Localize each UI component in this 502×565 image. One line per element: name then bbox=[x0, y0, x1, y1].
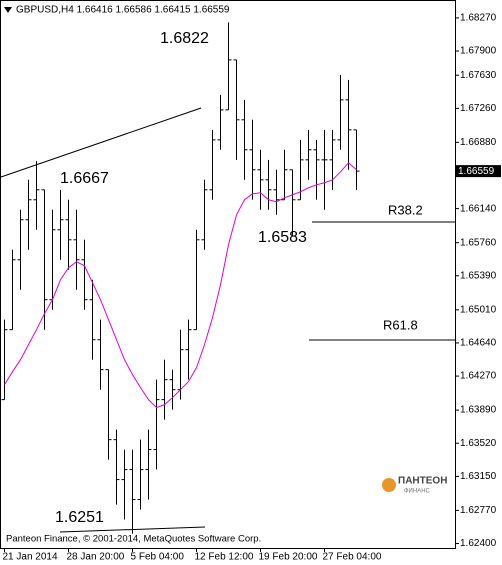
y-tick-label: 1.67900 bbox=[460, 46, 497, 57]
x-tick-label: 19 Feb 20:00 bbox=[259, 552, 318, 563]
x-tick-label: 21 Jan 2014 bbox=[3, 552, 58, 563]
y-tick-label: 1.67260 bbox=[460, 103, 497, 114]
chart-title: GBPUSD,H4 1.66416 1.66586 1.66415 1.6655… bbox=[16, 5, 230, 16]
x-tick-label: 12 Feb 12:00 bbox=[195, 552, 254, 563]
y-tick-label: 1.66140 bbox=[460, 203, 497, 214]
moving-average bbox=[4, 162, 357, 409]
annotation: 1.6251 bbox=[55, 509, 104, 526]
y-tick-label: 1.63890 bbox=[460, 405, 497, 416]
y-tick-label: 1.62770 bbox=[460, 505, 497, 516]
y-tick-label: 1.67630 bbox=[460, 70, 497, 81]
annotation: 1.6822 bbox=[160, 30, 209, 47]
logo-name: ПАНТЕОН bbox=[398, 476, 447, 487]
logo-sub: ФИНАНС bbox=[404, 489, 431, 495]
x-tick-label: 27 Feb 04:00 bbox=[323, 552, 382, 563]
annotation: R61.8 bbox=[383, 317, 418, 332]
y-tick-label: 1.68270 bbox=[460, 13, 497, 24]
annotation: R38.2 bbox=[388, 202, 423, 217]
annotation: 1.6667 bbox=[60, 170, 109, 187]
y-tick-label: 1.64640 bbox=[460, 338, 497, 349]
y-tick-label: 1.65390 bbox=[460, 270, 497, 281]
current-price-label: 1.66559 bbox=[458, 166, 495, 177]
y-tick-label: 1.65760 bbox=[460, 237, 497, 248]
trend-line bbox=[0, 107, 202, 178]
y-tick-label: 1.63150 bbox=[460, 471, 497, 482]
y-tick-label: 1.62400 bbox=[460, 538, 497, 549]
menu-arrow[interactable] bbox=[4, 7, 12, 13]
logo-icon bbox=[382, 478, 396, 492]
footer: Panteon Finance, © 2001-2014, MetaQuotes… bbox=[6, 534, 261, 545]
x-tick-label: 5 Feb 04:00 bbox=[131, 552, 185, 563]
y-tick-label: 1.63520 bbox=[460, 438, 497, 449]
x-tick-label: 28 Jan 20:00 bbox=[67, 552, 125, 563]
current-price-box bbox=[455, 165, 501, 178]
y-tick-label: 1.64270 bbox=[460, 371, 497, 382]
y-tick-label: 1.65010 bbox=[460, 304, 497, 315]
annotation: 1.6583 bbox=[258, 229, 307, 246]
y-tick-label: 1.66880 bbox=[460, 137, 497, 148]
